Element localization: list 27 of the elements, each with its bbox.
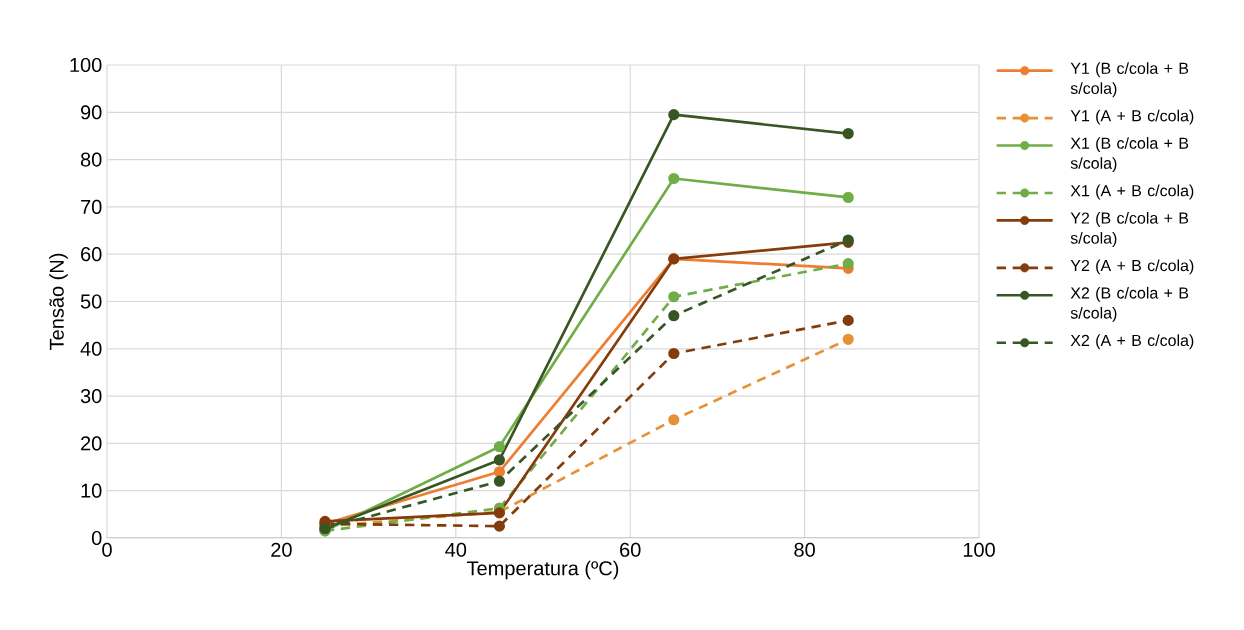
x-tick-label: 100 bbox=[963, 542, 995, 557]
x-tick-label: 0 bbox=[102, 542, 112, 557]
y-tick-label: 100 bbox=[70, 57, 102, 73]
legend-label: Y2 (A + B c/cola) bbox=[1070, 259, 1194, 275]
legend-label: X1 (B c/cola + B s/cola) bbox=[1070, 137, 1189, 173]
y-tick-label: 50 bbox=[80, 294, 102, 309]
y-tick-label: 40 bbox=[80, 341, 102, 356]
legend-label: X2 (B c/cola + B s/cola) bbox=[1070, 286, 1189, 322]
x-tick-label: 20 bbox=[271, 542, 292, 557]
legend-label: X2 (A + B c/cola) bbox=[1070, 334, 1194, 350]
legend-label: Y1 (B c/cola + B s/cola) bbox=[1070, 62, 1189, 98]
x-tick-label: 60 bbox=[620, 542, 641, 557]
x-axis-title: Temperatura (ºC) bbox=[467, 560, 619, 580]
legend-label: Y2 (B c/cola + B s/cola) bbox=[1070, 212, 1189, 247]
y-tick-label: 30 bbox=[80, 389, 102, 404]
x-tick-label: 40 bbox=[445, 542, 467, 557]
legend-label: X1 (A + B c/cola) bbox=[1070, 184, 1194, 200]
y-tick-label: 10 bbox=[81, 483, 102, 498]
y-axis-title: Tensão (N) bbox=[49, 253, 68, 350]
x-tick-label: 80 bbox=[794, 542, 815, 557]
y-tick-label: 90 bbox=[81, 105, 102, 120]
y-tick-label: 80 bbox=[80, 152, 102, 167]
y-tick-label: 60 bbox=[81, 247, 102, 262]
y-tick-label: 0 bbox=[91, 530, 102, 546]
legend-label: Y1 (A + B c/cola) bbox=[1070, 109, 1194, 125]
y-tick-label: 20 bbox=[81, 436, 102, 451]
y-tick-label: 70 bbox=[81, 199, 102, 214]
